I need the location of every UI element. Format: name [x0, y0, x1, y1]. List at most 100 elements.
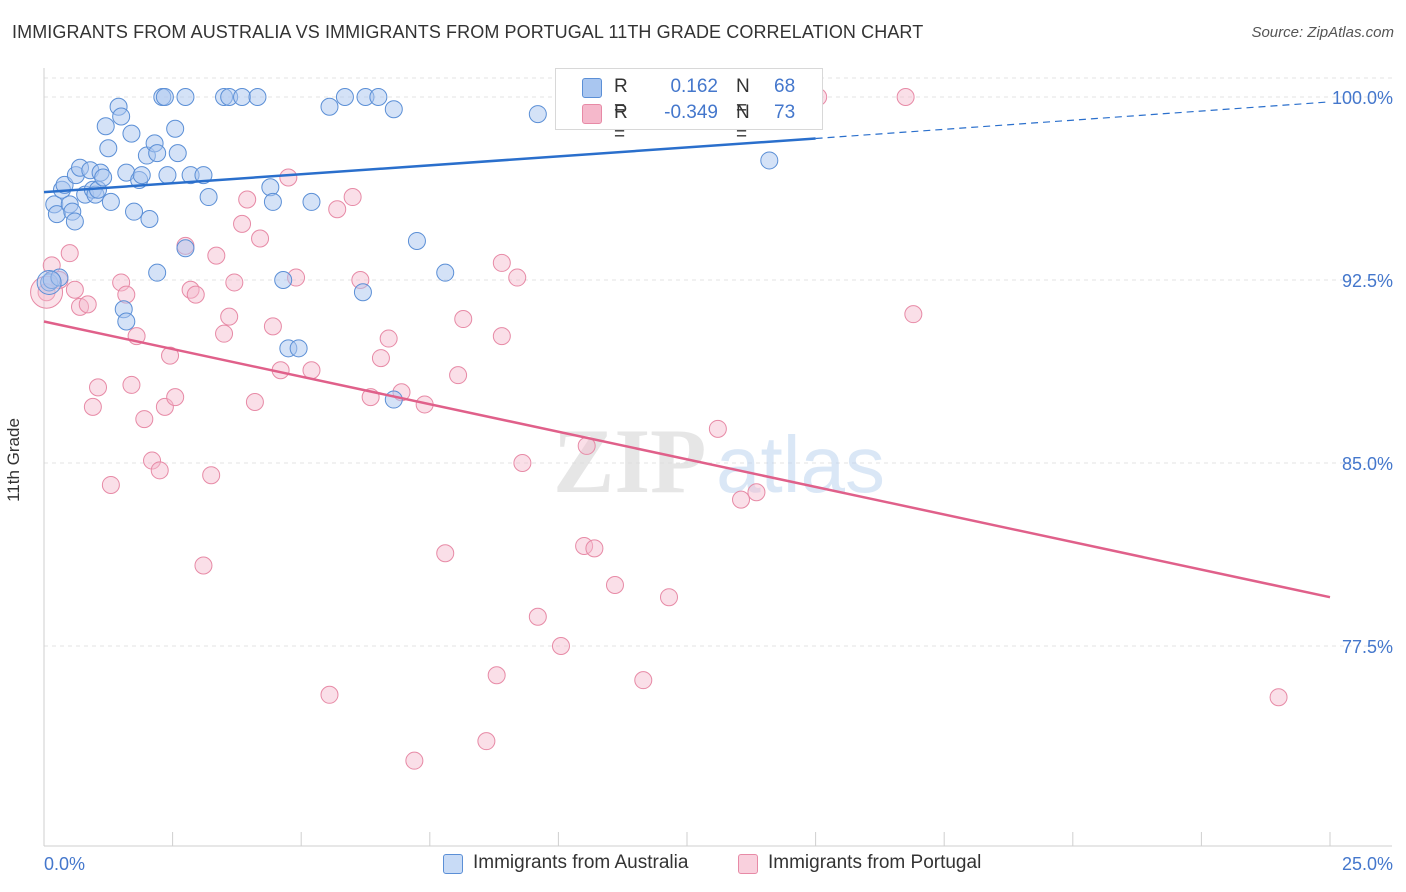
point-portugal	[89, 378, 108, 397]
watermark-zip: ZIP	[553, 410, 706, 512]
trendline-australia	[43, 137, 816, 194]
y-tick-label: 100.0%	[1332, 88, 1393, 108]
point-portugal	[238, 190, 257, 209]
point-australia	[176, 88, 195, 106]
point-portugal	[220, 307, 239, 326]
point-portugal	[343, 188, 362, 207]
point-australia	[50, 268, 69, 287]
point-australia	[289, 339, 308, 358]
point-portugal	[454, 310, 473, 329]
point-australia	[274, 271, 293, 289]
point-australia-cluster	[36, 269, 62, 295]
y-tick-label: 85.0%	[1342, 454, 1393, 474]
point-portugal	[207, 246, 226, 265]
point-portugal	[302, 361, 321, 380]
point-australia	[148, 263, 167, 282]
point-portugal	[508, 268, 527, 287]
point-portugal	[320, 685, 339, 704]
legend-r-label: R =	[614, 76, 628, 119]
point-portugal	[732, 490, 751, 509]
point-australia	[155, 88, 174, 106]
point-australia	[384, 100, 403, 119]
legend-n-label: N =	[736, 102, 750, 145]
point-australia	[369, 88, 388, 106]
legend-n-label: N =	[736, 76, 750, 119]
point-australia	[248, 88, 267, 106]
point-australia	[101, 192, 120, 211]
point-portugal	[215, 324, 234, 343]
series-portugal-points	[30, 88, 1288, 770]
point-portugal	[436, 544, 455, 563]
point-portugal	[328, 200, 347, 219]
point-portugal	[181, 280, 200, 299]
point-portugal	[78, 295, 97, 314]
point-portugal	[101, 475, 120, 494]
point-australia	[233, 88, 252, 106]
point-australia	[199, 188, 218, 207]
source-label: Source: ZipAtlas.com	[1251, 24, 1394, 41]
point-portugal	[904, 305, 923, 324]
legend-r-value: 0.162	[670, 76, 718, 97]
point-australia	[112, 107, 131, 126]
series-australia-points	[36, 88, 779, 409]
legend-label-australia: Immigrants from Australia	[473, 852, 689, 873]
trendlines	[43, 101, 1331, 599]
point-portugal	[634, 671, 653, 690]
point-portugal	[405, 751, 424, 770]
point-australia	[117, 312, 136, 331]
trendline-australia-extension	[815, 101, 1331, 140]
point-portugal	[551, 637, 570, 655]
point-australia	[158, 166, 177, 185]
axes	[43, 68, 1392, 847]
point-portugal	[659, 588, 678, 607]
point-australia	[407, 231, 426, 250]
point-portugal	[1269, 688, 1288, 707]
y-tick-label: 77.5%	[1342, 637, 1393, 657]
point-australia	[122, 124, 141, 143]
point-portugal	[492, 327, 511, 346]
point-portugal	[487, 666, 506, 685]
point-portugal	[117, 285, 136, 304]
point-portugal	[708, 419, 727, 438]
point-portugal	[747, 483, 766, 502]
point-australia	[168, 144, 187, 163]
point-australia	[353, 283, 372, 302]
point-australia	[65, 212, 84, 231]
x-tick-label: 0.0%	[44, 854, 85, 874]
point-portugal	[279, 168, 298, 187]
point-australia	[166, 119, 185, 138]
point-portugal	[263, 317, 282, 336]
point-portugal	[186, 285, 205, 304]
point-portugal	[150, 461, 169, 480]
point-portugal	[65, 280, 84, 299]
legend-swatch-australia	[582, 78, 602, 98]
point-portugal	[585, 539, 604, 558]
legend-r-label: R =	[614, 102, 628, 145]
watermark-atlas: atlas	[716, 420, 885, 509]
point-portugal	[528, 607, 547, 626]
point-australia	[125, 202, 144, 221]
point-portugal	[194, 556, 213, 575]
point-portugal	[166, 388, 185, 407]
point-portugal	[245, 393, 264, 411]
point-australia	[320, 97, 339, 116]
point-portugal	[379, 329, 398, 348]
legend-label-portugal: Immigrants from Portugal	[768, 852, 982, 873]
point-australia	[261, 178, 280, 197]
tick-labels: 77.5% 85.0% 92.5% 100.0% 0.0% 25.0%	[44, 88, 1393, 874]
point-portugal	[225, 273, 244, 292]
point-portugal	[202, 466, 221, 485]
x-tick-label: 25.0%	[1342, 854, 1393, 874]
point-australia	[194, 166, 213, 185]
gridlines	[44, 77, 1392, 647]
point-australia	[132, 166, 151, 185]
y-axis-label: 11th Grade	[4, 418, 23, 502]
point-portugal	[896, 88, 915, 106]
point-australia	[94, 168, 113, 187]
point-portugal	[122, 375, 141, 394]
point-australia	[176, 239, 195, 258]
point-portugal	[513, 454, 532, 472]
point-portugal	[143, 451, 162, 470]
legend-swatch-australia	[443, 854, 463, 874]
